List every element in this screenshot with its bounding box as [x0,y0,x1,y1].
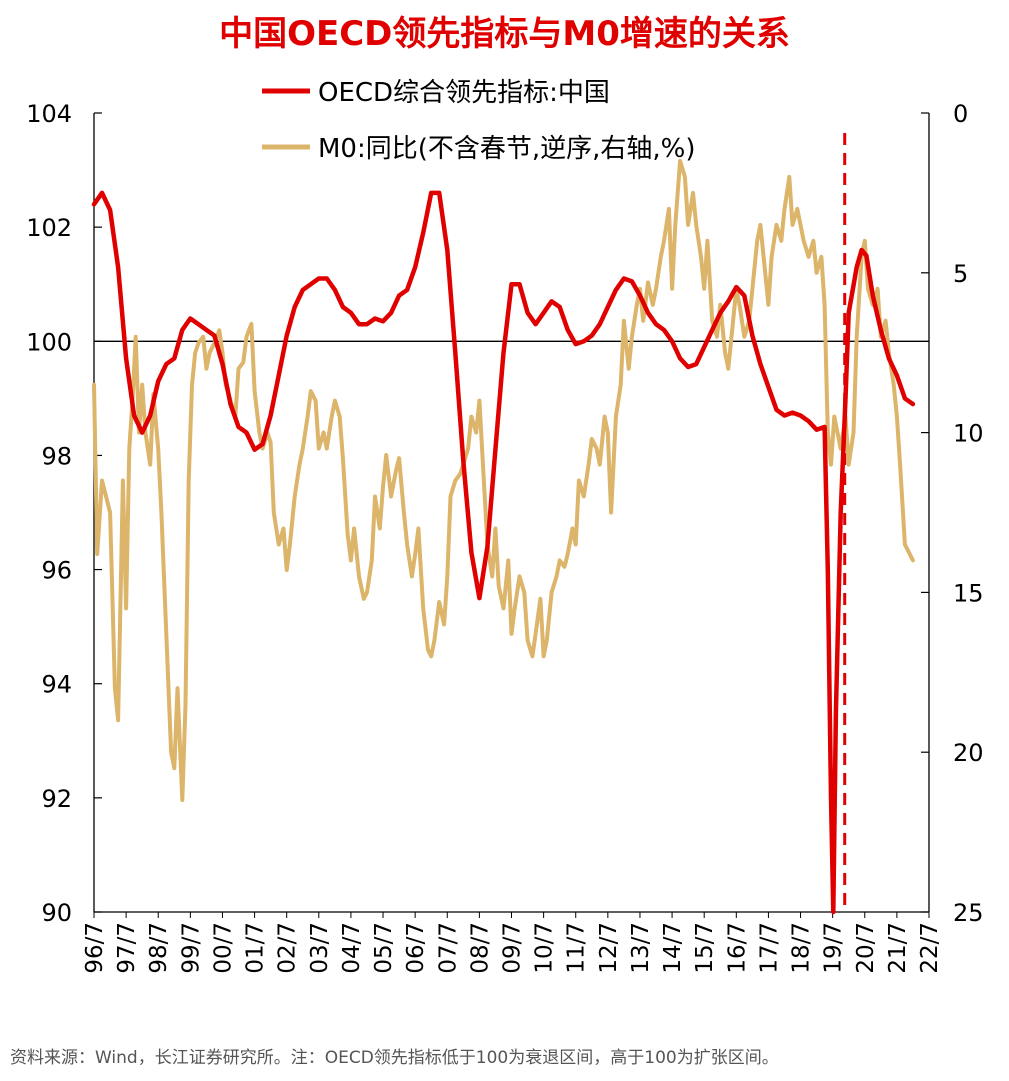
legend-label-oecd: OECD综合领先指标:中国 [318,78,610,108]
x-tick-label: 02/7 [275,922,301,974]
left-tick-label: 100 [26,328,72,356]
chart-title: 中国OECD领先指标与M0增速的关系 [219,14,790,54]
x-tick-label: 96/7 [82,922,108,974]
x-tick-label: 22/7 [917,922,943,974]
x-tick-label: 17/7 [756,922,782,974]
right-tick-label: 20 [953,739,984,767]
left-tick-label: 96 [41,557,72,585]
x-tick-label: 04/7 [339,922,365,974]
x-tick-label: 09/7 [500,922,526,974]
x-tick-label: 98/7 [146,922,172,974]
x-tick-label: 99/7 [178,922,204,974]
left-tick-label: 102 [26,214,72,242]
x-tick-label: 06/7 [403,922,429,974]
x-tick-label: 13/7 [628,922,654,974]
x-tick-label: 07/7 [435,922,461,974]
x-tick-label: 21/7 [885,922,911,974]
right-tick-label: 10 [953,420,984,448]
series-line-oecd [91,190,916,915]
legend-label-m0: M0:同比(不含春节,逆序,右轴,%) [318,134,696,164]
x-tick-label: 97/7 [114,922,140,974]
series-line-m0 [92,158,915,803]
x-tick-label: 03/7 [307,922,333,974]
x-tick-label: 00/7 [210,922,236,974]
axes: 90 92 94 96 98 100 102 104 0 5 10 15 20 25 96/7 97/7 98/… [26,100,983,974]
x-tick-label: 19/7 [821,922,847,974]
x-tick-label: 16/7 [724,922,750,974]
x-tick-label: 15/7 [692,922,718,974]
left-tick-label: 104 [26,100,72,128]
series-layer [91,158,916,915]
legend: OECD综合领先指标:中国 M0:同比(不含春节,逆序,右轴,%) [262,78,696,164]
x-tick-label: 05/7 [371,922,397,974]
x-tick-label: 14/7 [660,922,686,974]
left-tick-label: 92 [41,785,72,813]
x-tick-label: 10/7 [532,922,558,974]
left-tick-label: 94 [41,671,72,699]
x-tick-label: 08/7 [467,922,493,974]
right-tick-label: 0 [953,100,968,128]
right-tick-label: 5 [953,260,968,288]
x-tick-label: 12/7 [596,922,622,974]
x-tick-label: 01/7 [243,922,269,974]
x-tick-label: 18/7 [789,922,815,974]
source-note: 资料来源：Wind，长江证券研究所。注：OECD领先指标低于100为衰退区间，高… [10,1048,779,1068]
left-tick-label: 90 [41,899,72,927]
x-tick-label: 20/7 [853,922,879,974]
x-tick-label: 11/7 [564,922,590,974]
right-tick-label: 15 [953,579,984,607]
left-tick-label: 98 [41,442,72,470]
right-tick-label: 25 [953,899,984,927]
